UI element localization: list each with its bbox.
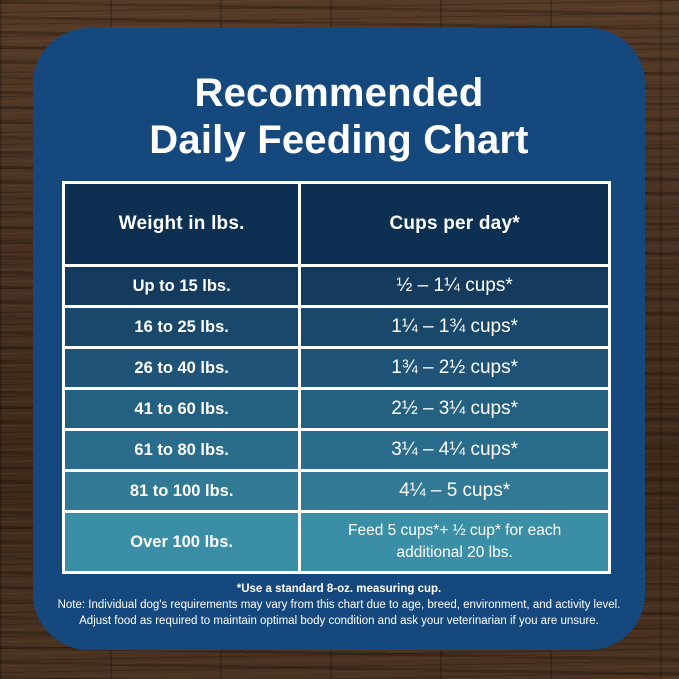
cups-cell: ½ – 1¼ cups* bbox=[301, 267, 608, 305]
weight-cell: Over 100 lbs. bbox=[65, 513, 299, 571]
footnotes: *Use a standard 8-oz. measuring cup. Not… bbox=[33, 581, 645, 629]
feeding-table: Weight in lbs. Cups per day* Up to 15 lb… bbox=[62, 181, 611, 574]
feeding-chart-card: Recommended Daily Feeding Chart Weight i… bbox=[33, 28, 645, 650]
weight-cell: 41 to 60 lbs. bbox=[65, 390, 299, 428]
column-header-weight: Weight in lbs. bbox=[65, 184, 299, 264]
page-title: Recommended Daily Feeding Chart bbox=[33, 70, 645, 164]
cups-cell: 2½ – 3¼ cups* bbox=[301, 390, 608, 428]
weight-cell: 61 to 80 lbs. bbox=[65, 431, 299, 469]
cups-cell: Feed 5 cups*+ ½ cup* for each additional… bbox=[301, 513, 608, 571]
cups-cell: 1¼ – 1¾ cups* bbox=[301, 308, 608, 346]
cups-cell: 1¾ – 2½ cups* bbox=[301, 349, 608, 387]
weight-cell: 16 to 25 lbs. bbox=[65, 308, 299, 346]
page-title-line2: Daily Feeding Chart bbox=[149, 117, 529, 162]
footnote-variation: Note: Individual dog's requirements may … bbox=[57, 599, 621, 612]
footnote-adjust: Adjust food as required to maintain opti… bbox=[79, 615, 599, 628]
page-title-line1: Recommended bbox=[194, 71, 484, 115]
weight-cell: 81 to 100 lbs. bbox=[65, 472, 299, 510]
weight-cell: 26 to 40 lbs. bbox=[65, 349, 299, 387]
weight-cell: Up to 15 lbs. bbox=[65, 267, 299, 305]
cups-cell: 3¼ – 4¼ cups* bbox=[301, 431, 608, 469]
column-header-cups: Cups per day* bbox=[301, 184, 608, 264]
footnote-measuring-cup: *Use a standard 8-oz. measuring cup. bbox=[236, 583, 442, 595]
cups-cell: 4¼ – 5 cups* bbox=[301, 472, 608, 510]
